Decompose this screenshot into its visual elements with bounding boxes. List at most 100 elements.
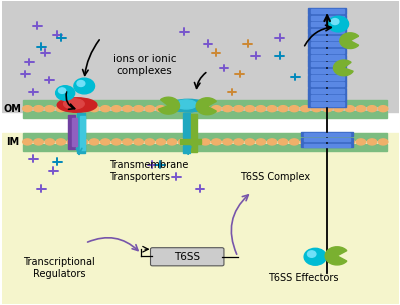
Ellipse shape	[356, 106, 366, 112]
Ellipse shape	[334, 106, 344, 112]
Ellipse shape	[312, 139, 321, 145]
Bar	[301, 132, 353, 136]
Bar	[24, 111, 387, 118]
Bar	[308, 8, 346, 14]
Ellipse shape	[200, 139, 210, 145]
Ellipse shape	[34, 139, 43, 145]
Bar	[311, 62, 344, 66]
Ellipse shape	[112, 106, 121, 112]
Bar	[191, 114, 197, 152]
FancyBboxPatch shape	[150, 248, 224, 266]
Ellipse shape	[34, 106, 43, 112]
Bar	[308, 61, 346, 67]
Bar	[301, 143, 353, 147]
Bar	[308, 48, 346, 54]
Ellipse shape	[23, 106, 32, 112]
Ellipse shape	[190, 106, 199, 112]
Bar	[311, 29, 344, 33]
Circle shape	[328, 16, 348, 32]
Bar	[183, 113, 190, 153]
Text: Transmembrane
Transporters: Transmembrane Transporters	[109, 160, 188, 182]
Text: Transcriptional
Regulators: Transcriptional Regulators	[23, 257, 95, 279]
Ellipse shape	[167, 139, 177, 145]
Ellipse shape	[278, 139, 288, 145]
Ellipse shape	[345, 106, 354, 112]
Wedge shape	[158, 97, 180, 114]
Bar	[311, 16, 344, 20]
Ellipse shape	[56, 106, 66, 112]
Ellipse shape	[100, 106, 110, 112]
Ellipse shape	[23, 139, 32, 145]
Ellipse shape	[89, 106, 99, 112]
Bar	[308, 81, 346, 87]
Bar	[308, 74, 346, 81]
Bar	[311, 82, 344, 86]
Ellipse shape	[112, 139, 121, 145]
Circle shape	[331, 19, 339, 24]
Ellipse shape	[378, 106, 388, 112]
Ellipse shape	[312, 106, 321, 112]
Text: T6SS Complex: T6SS Complex	[240, 172, 310, 182]
Ellipse shape	[367, 139, 377, 145]
Ellipse shape	[256, 139, 266, 145]
Bar	[311, 42, 344, 46]
Ellipse shape	[334, 139, 344, 145]
Bar	[72, 118, 77, 146]
Ellipse shape	[267, 106, 277, 112]
Wedge shape	[325, 247, 347, 265]
Bar	[311, 95, 344, 100]
Bar	[2, 133, 399, 303]
Ellipse shape	[78, 106, 88, 112]
Ellipse shape	[167, 106, 177, 112]
Bar	[311, 49, 344, 53]
Ellipse shape	[57, 98, 97, 112]
Ellipse shape	[223, 139, 232, 145]
Text: IM: IM	[6, 137, 19, 147]
Text: ions or ionic
complexes: ions or ionic complexes	[113, 54, 176, 76]
Ellipse shape	[145, 106, 154, 112]
Bar	[308, 15, 346, 21]
Ellipse shape	[134, 106, 143, 112]
Ellipse shape	[67, 139, 77, 145]
Wedge shape	[334, 60, 353, 76]
Bar	[77, 113, 85, 153]
Bar	[311, 102, 344, 106]
Circle shape	[304, 248, 326, 265]
Bar	[24, 144, 387, 151]
Text: T6SS: T6SS	[174, 252, 200, 262]
Bar	[304, 138, 350, 141]
Ellipse shape	[290, 139, 299, 145]
Ellipse shape	[234, 106, 243, 112]
Bar	[308, 55, 346, 61]
Ellipse shape	[89, 139, 99, 145]
Ellipse shape	[123, 139, 132, 145]
Ellipse shape	[78, 139, 88, 145]
Ellipse shape	[190, 139, 199, 145]
Bar	[308, 41, 346, 47]
Ellipse shape	[290, 106, 299, 112]
Bar	[304, 144, 350, 147]
Ellipse shape	[56, 139, 66, 145]
Bar	[311, 69, 344, 73]
Bar	[311, 75, 344, 80]
Bar	[68, 115, 76, 149]
Bar	[304, 133, 350, 136]
Ellipse shape	[256, 106, 266, 112]
Circle shape	[58, 88, 66, 93]
Ellipse shape	[300, 106, 310, 112]
Ellipse shape	[245, 139, 254, 145]
Ellipse shape	[245, 106, 254, 112]
Bar	[308, 68, 346, 74]
Bar	[311, 89, 344, 93]
Text: OM: OM	[4, 104, 22, 114]
Ellipse shape	[145, 139, 154, 145]
Ellipse shape	[267, 139, 277, 145]
Bar	[301, 138, 353, 142]
Bar	[308, 28, 346, 34]
Bar	[311, 36, 344, 40]
Bar	[308, 101, 346, 107]
Ellipse shape	[356, 139, 366, 145]
Ellipse shape	[178, 106, 188, 112]
Ellipse shape	[367, 106, 377, 112]
Ellipse shape	[323, 106, 332, 112]
